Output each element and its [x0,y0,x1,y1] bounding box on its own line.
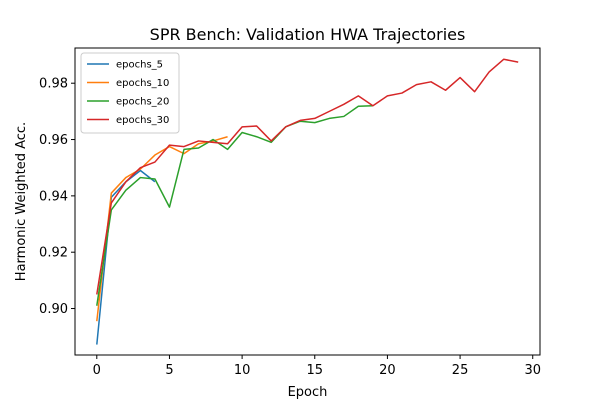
x-tick-label: 25 [452,363,469,378]
series-line-epochs_20 [96,104,373,306]
legend-entry: epochs_5 [116,60,163,71]
y-axis: 0.90 0.92 0.94 0.96 0.98 [39,77,75,317]
series-line-epochs_5 [96,169,156,345]
y-axis-label: Harmonic Weighted Acc. [14,122,29,281]
y-tick-label: 0.94 [39,189,68,204]
x-axis: 0 5 10 15 20 25 30 [93,355,541,378]
series-line-epochs_30 [96,58,519,295]
x-tick-label: 0 [93,363,101,378]
series-line-epochs_10 [96,135,228,322]
plot-frame [74,47,541,356]
x-tick-label: 30 [524,363,541,378]
y-tick-label: 0.92 [39,246,68,261]
plot-area [96,58,519,345]
legend: epochs_5 epochs_10 epochs_20 epochs_30 [80,52,180,134]
legend-entry: epochs_20 [116,97,169,108]
chart-title: SPR Bench: Validation HWA Trajectories [150,25,466,44]
legend-entry: epochs_30 [116,115,169,126]
y-tick-label: 0.90 [39,302,68,317]
x-tick-label: 10 [234,363,251,378]
legend-box [80,52,180,134]
x-tick-label: 20 [379,363,396,378]
x-tick-label: 5 [165,363,173,378]
x-axis-label: Epoch [288,385,328,400]
legend-entry: epochs_10 [116,78,169,89]
y-tick-label: 0.96 [39,133,68,148]
x-tick-label: 15 [306,363,323,378]
y-tick-label: 0.98 [39,77,68,92]
